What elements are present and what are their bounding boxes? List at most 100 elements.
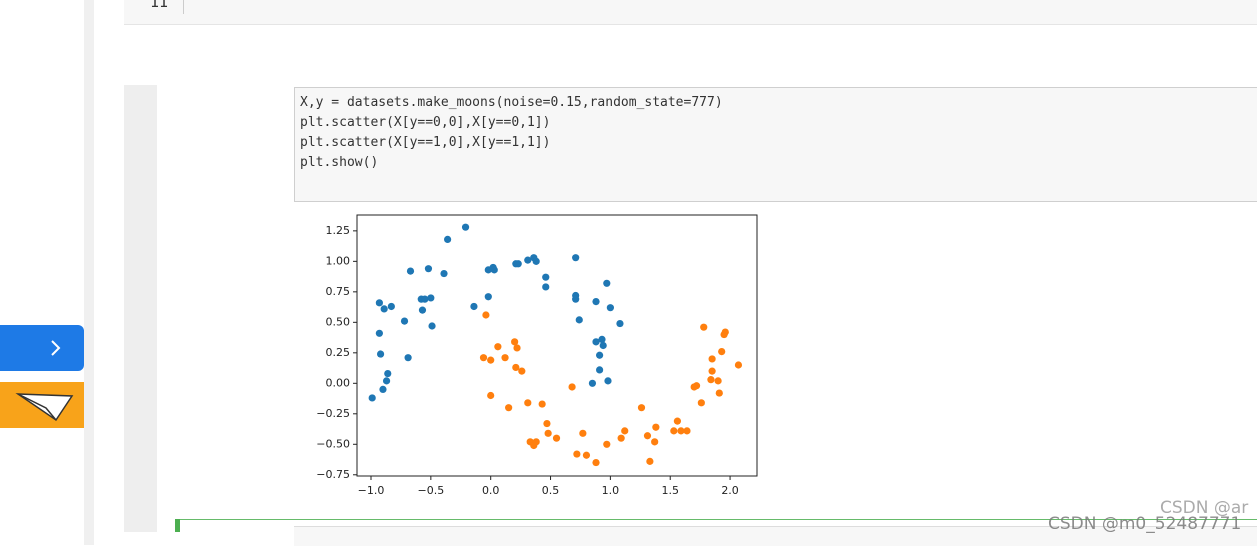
y-tick-label: −0.25 (316, 407, 350, 420)
code-line: X,y = datasets.make_moons(noise=0.15,ran… (300, 95, 723, 110)
scatter-point (603, 279, 611, 287)
scatter-point (544, 429, 552, 437)
scatter-point (543, 419, 551, 428)
scatter-point (387, 302, 395, 311)
x-tick-label: 0.5 (542, 484, 560, 497)
plane-icon (15, 393, 74, 422)
scatter-point (538, 400, 546, 408)
y-tick-label: 1.00 (326, 254, 351, 267)
scatter-point (552, 434, 561, 442)
divider (183, 0, 184, 14)
x-tick-label: −1.0 (358, 484, 385, 497)
scatter-point (592, 458, 600, 467)
sidebar-edge (84, 0, 94, 545)
scatter-point (542, 273, 550, 281)
scatter-point (603, 440, 611, 448)
axes-frame (356, 214, 758, 477)
scatter-point (461, 223, 470, 231)
x-tick-label: 1.5 (661, 484, 679, 497)
next-cell-input[interactable] (294, 526, 1257, 546)
scatter-point (652, 423, 660, 431)
scatter-point (470, 302, 478, 311)
scatter-point (646, 457, 654, 465)
scatter-point (482, 311, 490, 319)
cell-gutter (124, 85, 157, 532)
scatter-point (532, 257, 540, 265)
previous-cell: 11 (124, 0, 1257, 25)
code-line: plt.scatter(X[y==1,0],X[y==1,1]) (300, 135, 551, 150)
scatter-point (579, 429, 587, 437)
expand-icon (51, 340, 61, 356)
next-cell-border (175, 519, 1257, 520)
scatter-point (651, 438, 659, 446)
scatter-point (487, 356, 495, 364)
scatter-point (424, 265, 433, 273)
scatter-point (692, 382, 701, 390)
scatter-point (490, 266, 498, 274)
scatter-point (582, 451, 591, 459)
scatter-point (604, 377, 612, 385)
scatter-point (512, 363, 520, 372)
scatter-point (379, 385, 387, 394)
scatter-point (734, 361, 743, 369)
y-tick-label: 0.25 (326, 346, 351, 359)
scatter-point (572, 295, 580, 303)
scatter-point (518, 367, 526, 375)
scatter-point (677, 427, 685, 435)
scatter-point (406, 267, 415, 275)
scatter-point (715, 389, 723, 397)
x-tick-label: −0.5 (417, 484, 444, 497)
scatter-point (568, 383, 576, 391)
scatter-point (588, 379, 597, 387)
scatter-point (375, 329, 383, 337)
watermark: CSDN @m0_52487771 (1048, 514, 1242, 534)
scatter-point (440, 269, 448, 278)
scatter-point (697, 399, 705, 407)
scatter-point (368, 394, 376, 402)
scatter-point (599, 341, 607, 350)
next-cell-marker (175, 519, 180, 532)
y-tick-label: 1.25 (326, 224, 351, 237)
x-tick-label: 1.0 (602, 484, 620, 497)
scatter-point (617, 434, 625, 442)
scatter-point (572, 254, 580, 262)
x-tick-label: 2.0 (721, 484, 739, 497)
scatter-point (484, 293, 492, 301)
y-tick-label: −0.50 (316, 437, 350, 450)
scatter-point (616, 319, 624, 328)
scatter-point (514, 260, 522, 268)
scatter-point (700, 323, 708, 331)
scatter-point (501, 354, 509, 362)
share-button[interactable] (0, 382, 84, 428)
scatter-point (573, 450, 581, 458)
scatter-point (421, 295, 429, 303)
scatter-point (592, 338, 600, 346)
scatter-point (524, 399, 532, 407)
expand-button[interactable] (0, 325, 84, 371)
scatter-point (606, 304, 614, 312)
sidebar (0, 0, 84, 545)
scatter-point (384, 369, 392, 378)
scatter-point (428, 322, 436, 330)
scatter-point (376, 350, 385, 358)
y-tick-label: 0.00 (326, 376, 351, 389)
scatter-point (670, 427, 678, 435)
scatter-point (487, 391, 495, 400)
scatter-point (375, 299, 383, 307)
watermark: CSDN @ar (1160, 498, 1249, 518)
scatter-point (643, 432, 652, 440)
scatter-point (714, 377, 722, 385)
scatter-point (505, 404, 513, 412)
scatter-point (707, 376, 715, 384)
scatter-point (404, 354, 412, 362)
y-tick-label: 0.50 (326, 315, 351, 328)
scatter-point (494, 343, 502, 351)
scatter-point (637, 404, 646, 412)
scatter-point (524, 256, 532, 264)
scatter-point (673, 417, 682, 425)
scatter-point (382, 377, 391, 385)
scatter-point (721, 328, 729, 336)
scatter-point (418, 306, 427, 314)
code-input[interactable]: X,y = datasets.make_moons(noise=0.15,ran… (294, 87, 1257, 202)
